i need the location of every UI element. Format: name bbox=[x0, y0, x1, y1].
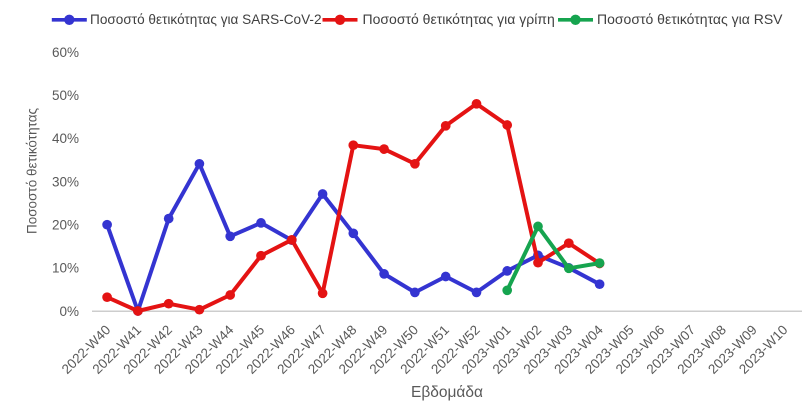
svg-text:Ποσοστό θετικότητας για γρίπη: Ποσοστό θετικότητας για γρίπη bbox=[363, 11, 555, 27]
svg-text:30%: 30% bbox=[52, 174, 79, 189]
svg-text:40%: 40% bbox=[52, 131, 79, 146]
svg-text:Ποσοστό θετικότητας για SARS-C: Ποσοστό θετικότητας για SARS-CoV-2 bbox=[90, 12, 322, 27]
svg-text:Εβδομάδα: Εβδομάδα bbox=[411, 384, 483, 401]
svg-text:Ποσοστό θετικότητας για RSV: Ποσοστό θετικότητας για RSV bbox=[597, 11, 783, 27]
svg-text:50%: 50% bbox=[52, 88, 79, 103]
svg-text:60%: 60% bbox=[52, 45, 79, 60]
svg-text:10%: 10% bbox=[52, 261, 79, 276]
svg-text:20%: 20% bbox=[52, 218, 79, 233]
svg-text:0%: 0% bbox=[59, 304, 79, 319]
svg-text:Ποσοστό θετικότητας: Ποσοστό θετικότητας bbox=[25, 107, 40, 234]
